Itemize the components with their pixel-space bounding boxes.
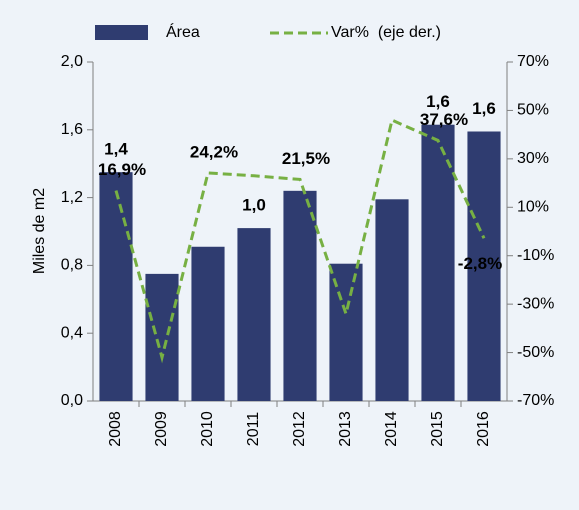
y2-tick-label: 50% <box>517 102 549 119</box>
y2-tick-label: 70% <box>517 53 549 70</box>
bar <box>467 131 501 401</box>
y2-tick-label: -50% <box>517 344 554 361</box>
data-label: 1,0 <box>242 196 266 215</box>
y2-tick-label: 10% <box>517 199 549 216</box>
bar <box>145 273 179 401</box>
x-tick-label: 2011 <box>245 412 262 447</box>
x-tick-label: 2009 <box>153 411 170 447</box>
y-tick-label: 0,8 <box>61 257 83 274</box>
data-label: 24,2% <box>190 142 238 161</box>
x-tick-label: 2014 <box>383 411 400 447</box>
line <box>114 118 486 364</box>
bar <box>99 172 133 401</box>
bar <box>237 228 271 401</box>
x-tick-label: 2016 <box>475 411 492 447</box>
y-tick-label: 0,4 <box>61 324 83 341</box>
bar <box>375 199 409 401</box>
y-axis-label: Miles de m2 <box>31 188 48 274</box>
data-label: -2,8% <box>458 254 502 273</box>
bar <box>191 246 225 401</box>
x-tick-label: 2015 <box>429 411 446 447</box>
legend-label: Área <box>166 22 200 41</box>
bar <box>421 124 455 401</box>
data-label: 21,5% <box>282 149 330 168</box>
bar <box>283 190 317 401</box>
x-tick-label: 2008 <box>107 411 124 447</box>
legend-label: Var% (eje der.) <box>331 24 441 41</box>
y2-tick-label: -30% <box>517 295 554 312</box>
data-label: 1,6 <box>426 92 450 111</box>
y-tick-label: 1,6 <box>61 121 83 138</box>
data-label: 37,6% <box>420 110 468 129</box>
data-label: 16,9% <box>98 160 146 179</box>
y2-tick-label: 30% <box>517 150 549 167</box>
x-tick-label: 2013 <box>337 411 354 447</box>
bar <box>329 263 363 401</box>
x-tick-label: 2012 <box>291 411 308 447</box>
y-tick-label: 0,0 <box>61 392 83 409</box>
data-label: 1,4 <box>104 140 128 159</box>
data-label: 1,6 <box>472 99 496 118</box>
y-tick-label: 1,2 <box>61 189 83 206</box>
legend-swatch <box>95 25 148 40</box>
y2-tick-label: -10% <box>517 247 554 264</box>
x-tick-label: 2010 <box>199 411 216 447</box>
y2-tick-label: -70% <box>517 392 554 409</box>
y-tick-label: 2,0 <box>61 53 83 70</box>
